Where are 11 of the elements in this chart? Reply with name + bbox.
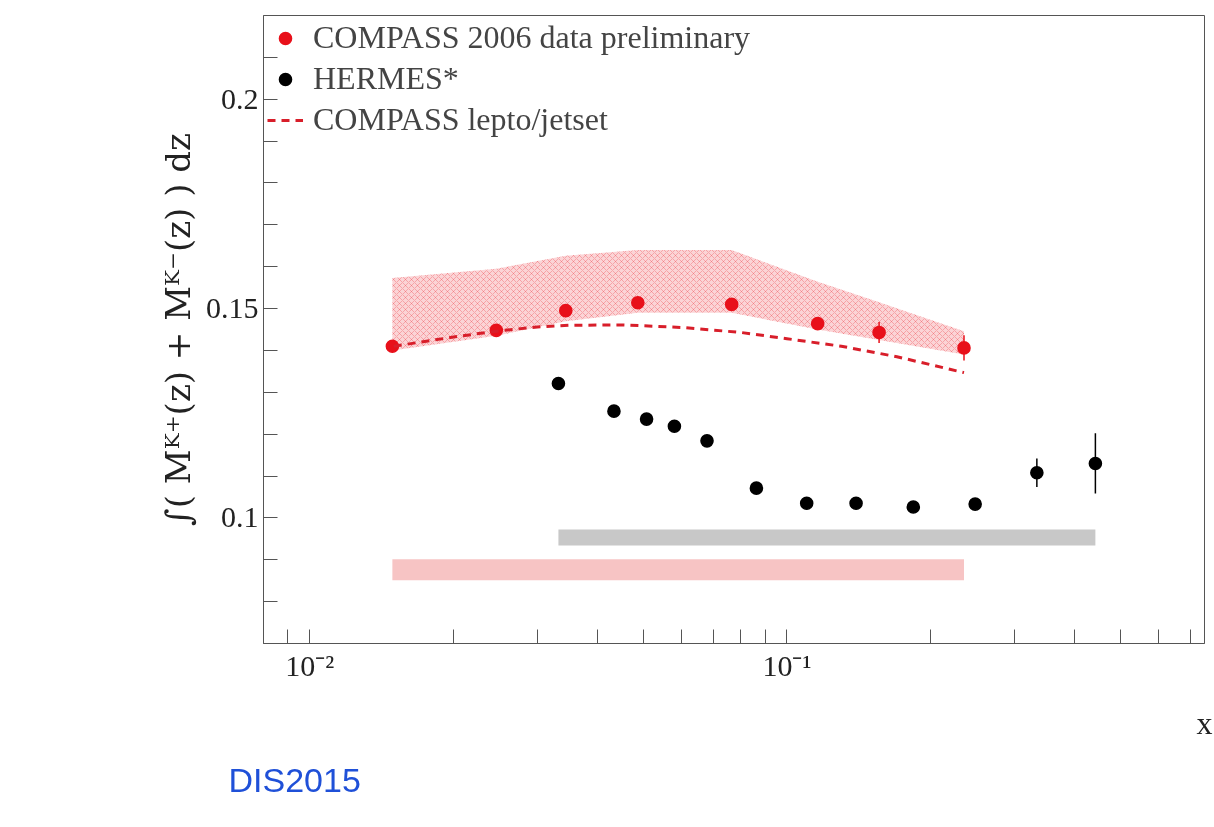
y-axis-title: ∫( Mᴷ⁺(z) + Mᴷ⁻(z) ) dz bbox=[158, 133, 198, 526]
legend-label: COMPASS lepto/jetset bbox=[313, 101, 608, 138]
x-tick-label: 10⁻¹ bbox=[762, 648, 812, 682]
y-tick-label: 0.15 bbox=[206, 291, 259, 325]
x-axis-title: x bbox=[1196, 704, 1213, 741]
y-tick-label: 0.1 bbox=[221, 500, 259, 534]
x-tick-label: 10⁻² bbox=[285, 648, 335, 682]
text: DIS2015 bbox=[228, 760, 361, 799]
legend-label: HERMES* bbox=[313, 60, 459, 97]
legend-label: COMPASS 2006 data preliminary bbox=[313, 19, 751, 56]
y-tick-label: 0.2 bbox=[221, 81, 259, 115]
